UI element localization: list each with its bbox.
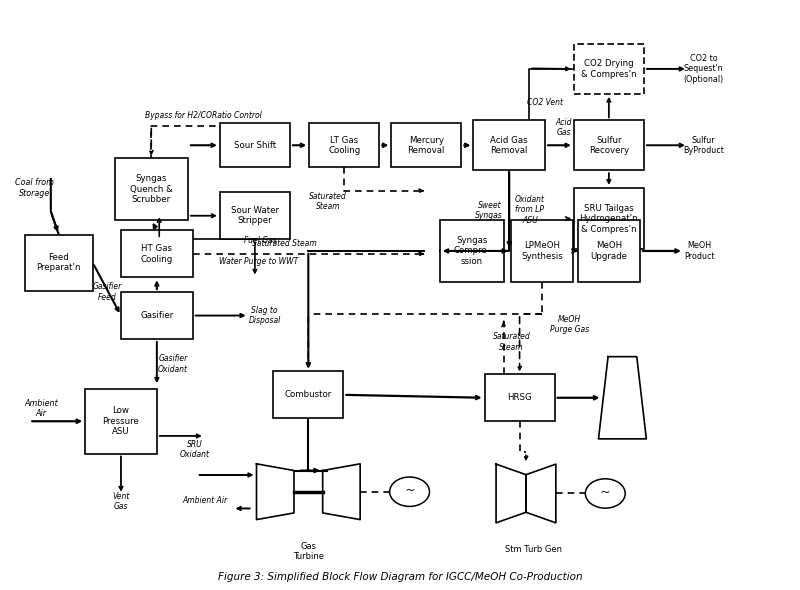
Bar: [485, 374, 554, 421]
Polygon shape: [257, 464, 294, 520]
Bar: [220, 192, 290, 239]
Text: Syngas
Quench &
Scrubber: Syngas Quench & Scrubber: [130, 175, 173, 204]
Text: Sour Water
Stripper: Sour Water Stripper: [231, 206, 279, 225]
Text: Ambient Air: Ambient Air: [182, 496, 227, 504]
Text: Stm Turb Gen: Stm Turb Gen: [506, 545, 562, 554]
Text: MeOH
Upgrade: MeOH Upgrade: [590, 241, 627, 261]
Text: SRU Tailgas
Hydrogenat'n
& Compres'n: SRU Tailgas Hydrogenat'n & Compres'n: [579, 204, 638, 234]
Text: Saturated Steam: Saturated Steam: [252, 239, 317, 248]
Bar: [511, 220, 573, 282]
Text: CO2 Drying
& Compres'n: CO2 Drying & Compres'n: [581, 59, 637, 78]
Bar: [121, 292, 193, 339]
Text: CO2 to
Sequest'n
(Optional): CO2 to Sequest'n (Optional): [684, 54, 724, 84]
Text: Ambient
Air: Ambient Air: [24, 399, 58, 418]
Polygon shape: [598, 357, 646, 439]
Text: Gas
Turbine: Gas Turbine: [293, 542, 324, 561]
Text: Acid
Gas: Acid Gas: [555, 118, 572, 137]
Text: CO2 Vent: CO2 Vent: [527, 98, 563, 107]
Text: Feed
Preparat'n: Feed Preparat'n: [37, 253, 81, 273]
Text: Coal from
Storage: Coal from Storage: [15, 178, 54, 198]
Text: MeOH
Product: MeOH Product: [685, 241, 715, 261]
Text: HT Gas
Cooling: HT Gas Cooling: [141, 244, 173, 264]
Text: Gasifier
Feed: Gasifier Feed: [92, 283, 122, 301]
Polygon shape: [526, 464, 556, 523]
Bar: [274, 371, 343, 418]
Text: Sour Shift: Sour Shift: [234, 141, 276, 150]
Text: Combustor: Combustor: [285, 391, 332, 399]
Text: Slag to
Disposal: Slag to Disposal: [248, 306, 281, 325]
Circle shape: [586, 479, 626, 508]
Bar: [309, 123, 379, 168]
Text: ~: ~: [600, 486, 610, 499]
Text: Low
Pressure
ASU: Low Pressure ASU: [102, 407, 139, 436]
Text: Bypass for H2/CORatio Control: Bypass for H2/CORatio Control: [145, 111, 262, 120]
Text: Gasifier
Oxidant: Gasifier Oxidant: [158, 355, 188, 373]
Text: HRSG: HRSG: [507, 394, 532, 402]
Bar: [114, 159, 188, 220]
Bar: [440, 220, 504, 282]
Bar: [85, 389, 157, 454]
Text: Sulfur
Recovery: Sulfur Recovery: [589, 136, 629, 155]
Text: Water Purge to WWT: Water Purge to WWT: [219, 257, 298, 266]
Text: Saturated
Steam: Saturated Steam: [493, 332, 530, 352]
Text: ~: ~: [404, 484, 415, 497]
Text: LT Gas
Cooling: LT Gas Cooling: [328, 136, 360, 155]
Text: Saturated
Steam: Saturated Steam: [310, 192, 347, 211]
Bar: [574, 188, 644, 250]
Bar: [574, 44, 644, 94]
Text: Vent
Gas: Vent Gas: [112, 492, 130, 512]
Text: Figure 3: Simplified Block Flow Diagram for IGCC/MeOH Co-Production: Figure 3: Simplified Block Flow Diagram …: [218, 572, 582, 582]
Bar: [474, 120, 545, 171]
Bar: [220, 123, 290, 168]
Text: Syngas
Compre-
ssion: Syngas Compre- ssion: [454, 236, 490, 266]
Bar: [25, 235, 93, 291]
Text: SRU
Oxidant: SRU Oxidant: [180, 440, 210, 459]
Bar: [574, 120, 644, 171]
Text: Oxidant
from LP
ASU: Oxidant from LP ASU: [515, 195, 545, 225]
Text: MeOH
Purge Gas: MeOH Purge Gas: [550, 315, 590, 335]
Bar: [391, 123, 462, 168]
Text: LPMeOH
Synthesis: LPMeOH Synthesis: [521, 241, 562, 261]
Circle shape: [390, 477, 430, 506]
Text: Gasifier: Gasifier: [140, 311, 174, 320]
Polygon shape: [496, 464, 526, 523]
Text: Sweet
Syngas: Sweet Syngas: [475, 201, 503, 220]
Text: Mercury
Removal: Mercury Removal: [408, 136, 445, 155]
Text: Sulfur
ByProduct: Sulfur ByProduct: [683, 136, 724, 155]
Text: Acid Gas
Removal: Acid Gas Removal: [490, 136, 528, 155]
Polygon shape: [322, 464, 360, 520]
Bar: [121, 231, 193, 277]
Text: Fuel Gas: Fuel Gas: [244, 236, 277, 245]
Bar: [578, 220, 640, 282]
